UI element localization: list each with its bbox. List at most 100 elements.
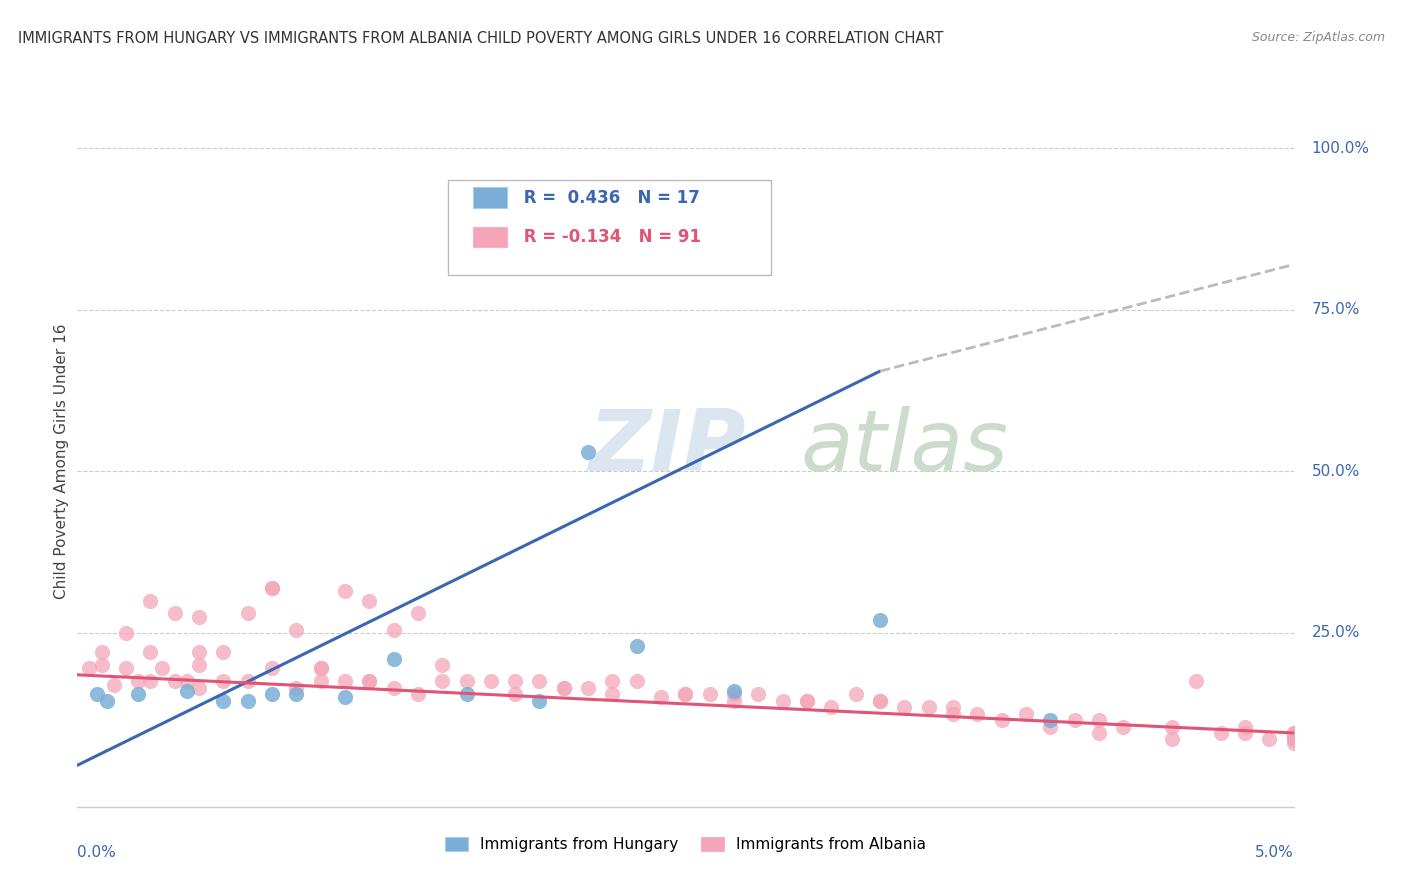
Point bbox=[127, 674, 149, 689]
Point bbox=[285, 681, 308, 695]
Point bbox=[212, 645, 235, 659]
Point bbox=[1233, 719, 1256, 733]
Text: 100.0%: 100.0% bbox=[1312, 141, 1369, 156]
FancyBboxPatch shape bbox=[472, 227, 506, 247]
Point bbox=[699, 687, 721, 701]
Point bbox=[236, 674, 259, 689]
Point bbox=[212, 674, 235, 689]
Point bbox=[188, 658, 211, 673]
Point bbox=[188, 609, 211, 624]
Point bbox=[382, 651, 405, 665]
Point bbox=[1209, 726, 1232, 740]
Point bbox=[86, 687, 108, 701]
Point bbox=[553, 681, 575, 695]
Point bbox=[152, 661, 174, 675]
Point bbox=[602, 687, 624, 701]
Point bbox=[139, 593, 162, 607]
Point bbox=[406, 607, 429, 621]
Point bbox=[796, 693, 818, 707]
Point bbox=[236, 607, 259, 621]
Point bbox=[1112, 719, 1135, 733]
Point bbox=[942, 700, 965, 714]
Legend: Immigrants from Hungary, Immigrants from Albania: Immigrants from Hungary, Immigrants from… bbox=[439, 831, 932, 858]
Point bbox=[796, 693, 818, 707]
Point bbox=[942, 706, 965, 721]
Point bbox=[845, 687, 868, 701]
Point bbox=[626, 674, 648, 689]
Point bbox=[869, 613, 891, 627]
Point bbox=[176, 674, 198, 689]
Point bbox=[236, 693, 259, 707]
Point bbox=[333, 674, 356, 689]
Point bbox=[456, 687, 478, 701]
Point bbox=[127, 687, 149, 701]
Point bbox=[430, 674, 453, 689]
Point bbox=[723, 687, 745, 701]
Text: 25.0%: 25.0% bbox=[1312, 625, 1360, 640]
Point bbox=[1233, 726, 1256, 740]
Point bbox=[359, 674, 381, 689]
Point bbox=[602, 674, 624, 689]
Point bbox=[1185, 674, 1208, 689]
Point bbox=[626, 639, 648, 653]
Point bbox=[382, 681, 405, 695]
Point bbox=[115, 661, 138, 675]
Point bbox=[430, 658, 453, 673]
Y-axis label: Child Poverty Among Girls Under 16: Child Poverty Among Girls Under 16 bbox=[53, 324, 69, 599]
Point bbox=[869, 693, 891, 707]
Point bbox=[869, 693, 891, 707]
Point bbox=[675, 687, 697, 701]
Point bbox=[115, 625, 138, 640]
Point bbox=[309, 661, 332, 675]
Point bbox=[503, 674, 526, 689]
Point bbox=[139, 674, 162, 689]
Point bbox=[918, 700, 941, 714]
Point bbox=[1161, 732, 1184, 747]
Point bbox=[260, 581, 283, 595]
Text: atlas: atlas bbox=[801, 406, 1010, 490]
Point bbox=[675, 687, 697, 701]
Text: R = -0.134   N = 91: R = -0.134 N = 91 bbox=[517, 228, 700, 246]
Point bbox=[359, 593, 381, 607]
Point bbox=[1039, 719, 1062, 733]
Point bbox=[1282, 736, 1305, 750]
Text: R =  0.436   N = 17: R = 0.436 N = 17 bbox=[517, 188, 699, 207]
Point bbox=[309, 674, 332, 689]
Point bbox=[1015, 706, 1038, 721]
Point bbox=[90, 658, 112, 673]
Point bbox=[260, 661, 283, 675]
Point bbox=[188, 681, 211, 695]
Point bbox=[103, 677, 125, 691]
Text: 50.0%: 50.0% bbox=[1312, 464, 1360, 479]
Point bbox=[553, 681, 575, 695]
Text: ZIP: ZIP bbox=[588, 406, 745, 490]
Point bbox=[820, 700, 842, 714]
Point bbox=[333, 583, 356, 598]
Point bbox=[576, 445, 599, 459]
FancyBboxPatch shape bbox=[472, 187, 506, 208]
Point bbox=[1088, 726, 1111, 740]
Point bbox=[79, 661, 101, 675]
Point bbox=[176, 684, 198, 698]
Point bbox=[1282, 732, 1305, 747]
Text: IMMIGRANTS FROM HUNGARY VS IMMIGRANTS FROM ALBANIA CHILD POVERTY AMONG GIRLS UND: IMMIGRANTS FROM HUNGARY VS IMMIGRANTS FR… bbox=[18, 31, 943, 46]
Point bbox=[260, 687, 283, 701]
Point bbox=[990, 713, 1012, 727]
Point bbox=[96, 693, 118, 707]
Point bbox=[212, 693, 235, 707]
Point bbox=[1282, 732, 1305, 747]
Point bbox=[650, 690, 672, 705]
Text: Source: ZipAtlas.com: Source: ZipAtlas.com bbox=[1251, 31, 1385, 45]
Point bbox=[1282, 729, 1305, 743]
Point bbox=[260, 581, 283, 595]
Point bbox=[576, 681, 599, 695]
Point bbox=[529, 674, 551, 689]
FancyBboxPatch shape bbox=[449, 179, 770, 275]
Point bbox=[139, 645, 162, 659]
Point bbox=[772, 693, 794, 707]
Text: 5.0%: 5.0% bbox=[1254, 846, 1294, 860]
Point bbox=[1282, 726, 1305, 740]
Text: 0.0%: 0.0% bbox=[77, 846, 117, 860]
Point bbox=[163, 607, 186, 621]
Point bbox=[382, 623, 405, 637]
